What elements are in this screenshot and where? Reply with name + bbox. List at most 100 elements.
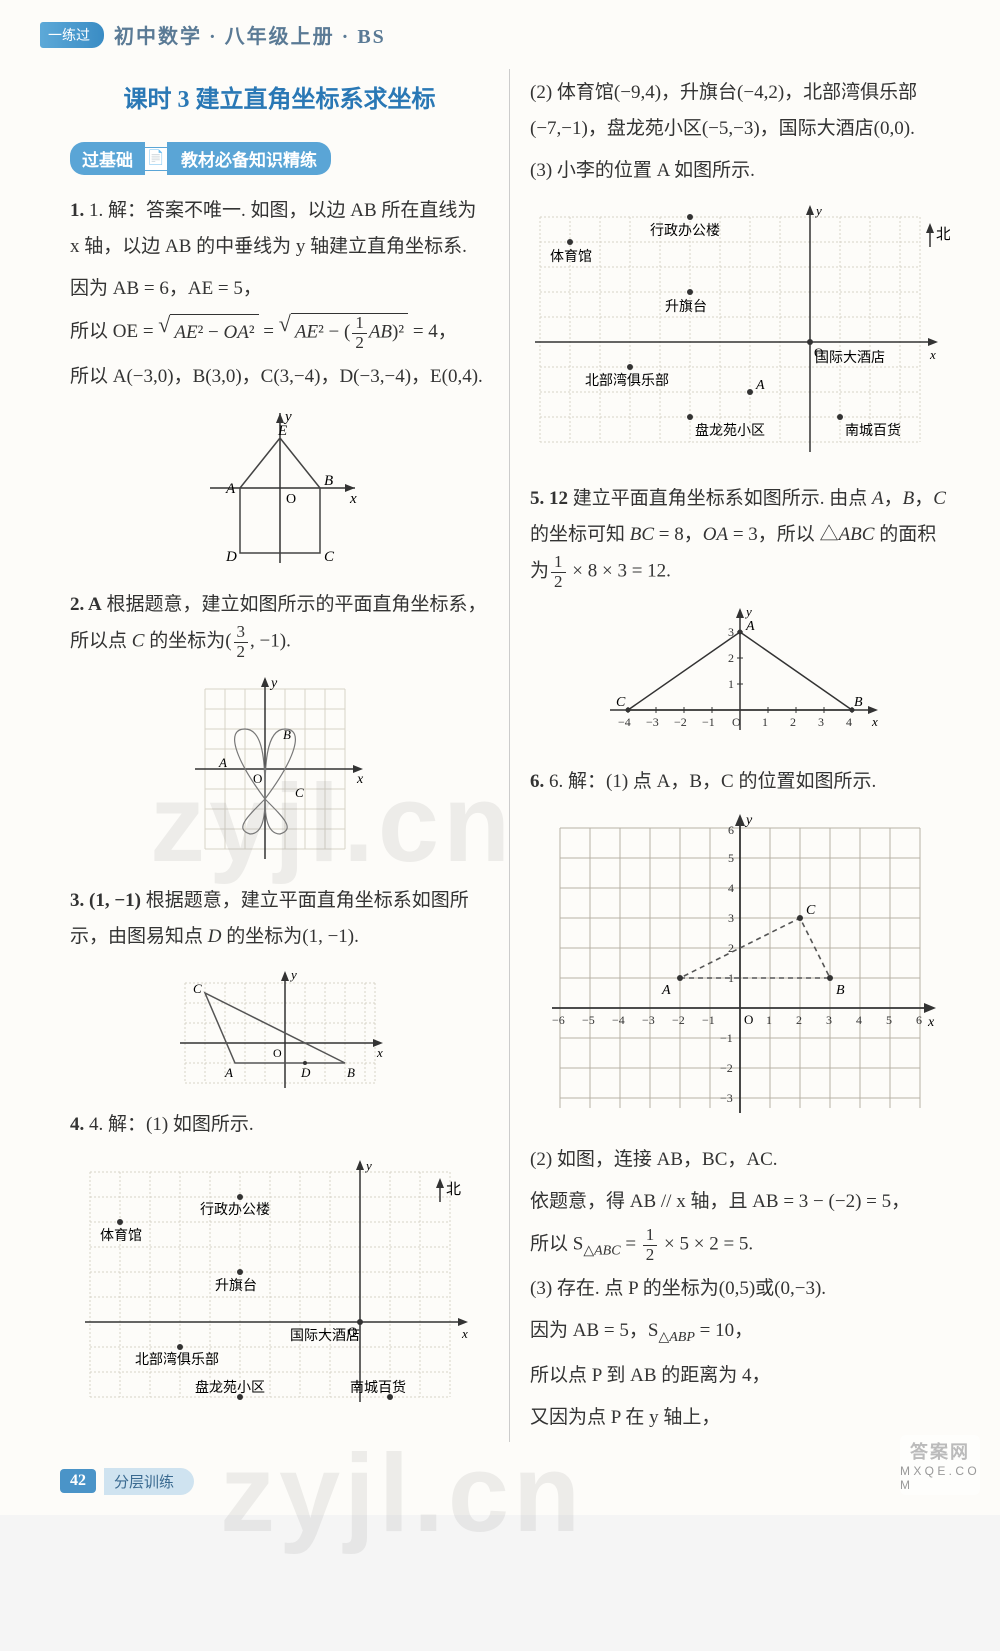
figure-4: O y x 北 体育馆 行政办公楼 升旗台 北部湾俱乐部 国际大酒店 盘龙苑小区… (70, 1152, 489, 1412)
svg-text:y: y (814, 203, 822, 218)
svg-text:O: O (732, 715, 741, 729)
q4-body: 4. 解：(1) 如图所示. (89, 1114, 254, 1135)
q1-text-a: 1. 1. 解：答案不唯一. 如图，以边 AB 所在直线为 x 轴，以边 AB … (70, 193, 489, 265)
r6b2: = 10， (695, 1320, 753, 1341)
svg-text:−2: −2 (672, 1013, 685, 1027)
svg-text:B: B (836, 983, 845, 998)
svg-text:y: y (744, 813, 753, 828)
svg-text:4: 4 (846, 715, 852, 729)
svg-text:北: 北 (936, 226, 950, 243)
sqrt-2: √AE² − (12AB)² (279, 313, 408, 352)
r-p5c: 所以 S△ABC = 12 × 5 × 2 = 5. (530, 1226, 950, 1265)
svg-text:1: 1 (766, 1013, 772, 1027)
page-number: 42 (60, 1469, 96, 1493)
svg-text:5: 5 (886, 1013, 892, 1027)
svg-text:C: C (193, 981, 202, 996)
svg-text:−1: −1 (720, 1031, 733, 1045)
svg-text:北部湾俱乐部: 北部湾俱乐部 (135, 1351, 219, 1368)
lesson-title: 课时 3 建立直角坐标系求坐标 (70, 79, 489, 114)
svg-text:国际大酒店: 国际大酒店 (815, 350, 885, 366)
svg-text:A: A (224, 1065, 233, 1080)
svg-text:y: y (744, 604, 752, 619)
svg-text:A: A (661, 983, 671, 998)
svg-text:x: x (927, 1015, 935, 1030)
q2-text: 2. A 2. A 根据题意，建立如图所示的平面直角坐标系，所以点 C 的坐标为… (70, 587, 489, 661)
q4-text: 4. 4. 解：(1) 如图所示. (70, 1107, 489, 1143)
svg-text:y: y (289, 967, 297, 982)
svg-text:−3: −3 (720, 1091, 733, 1105)
svg-text:5: 5 (728, 851, 734, 865)
svg-text:D: D (300, 1065, 311, 1080)
svg-text:x: x (871, 714, 878, 729)
corner-line2: M X Q E . C O M (900, 1464, 980, 1492)
svg-text:南城百货: 南城百货 (845, 422, 901, 439)
svg-text:2: 2 (796, 1013, 802, 1027)
svg-text:4: 4 (856, 1013, 862, 1027)
r-p6a: (3) 存在. 点 P 的坐标为(0,5)或(0,−3). (530, 1271, 950, 1307)
svg-text:体育馆: 体育馆 (550, 249, 592, 265)
q2-tail: , −1). (250, 630, 291, 651)
page-header: 一练过 初中数学 · 八年级上册 · BS (0, 0, 1000, 59)
r-p4: 6. 6. 解：(1) 点 A，B，C 的位置如图所示. (530, 764, 950, 800)
svg-text:升旗台: 升旗台 (665, 299, 707, 315)
r4body: 6. 解：(1) 点 A，B，C 的位置如图所示. (549, 771, 876, 792)
corner-line1: 答案网 (910, 1438, 970, 1464)
figure-r1: O y x 北 体育馆 行政办公楼 升旗台 北部湾俱乐部 国际大酒店 盘龙苑小区… (530, 197, 950, 467)
r-p6d: 又因为点 P 在 y 轴上， (530, 1400, 950, 1436)
svg-text:y: y (269, 676, 278, 691)
svg-text:盘龙苑小区: 盘龙苑小区 (195, 1379, 265, 1396)
r-p2: (3) 小李的位置 A 如图所示. (530, 153, 950, 189)
r5c-pre: 所以 S (530, 1234, 583, 1255)
svg-text:B: B (347, 1065, 355, 1080)
q1-text-d: 所以 A(−3,0)，B(3,0)，C(3,−4)，D(−3,−4)，E(0,4… (70, 359, 489, 395)
svg-text:3: 3 (826, 1013, 832, 1027)
figure-1: y x O E A B C D (70, 403, 489, 573)
r-p6c: 所以点 P 到 AB 的距离为 4， (530, 1358, 950, 1394)
svg-text:−1: −1 (702, 1013, 715, 1027)
r-p5b: 依题意，得 AB // x 轴，且 AB = 3 − (−2) = 5， (530, 1184, 950, 1220)
figure-2: y x O A B C (70, 669, 489, 869)
svg-text:北部湾俱乐部: 北部湾俱乐部 (585, 372, 669, 389)
svg-text:6: 6 (728, 823, 734, 837)
svg-text:2: 2 (728, 651, 734, 665)
r-p6b: 因为 AB = 5，S△ABP = 10， (530, 1313, 950, 1351)
series-badge: 一练过 (40, 22, 104, 48)
svg-text:C: C (806, 903, 816, 918)
q3-text: 3. (1, −1) 根据题意，建立平面直角坐标系如图所示，由图易知点 D 的坐… (70, 883, 489, 955)
svg-text:A: A (218, 755, 227, 770)
figure-r2: y x −4−3−2−1 O 1234 123 (530, 600, 950, 750)
svg-text:x: x (349, 491, 357, 507)
svg-text:−1: −1 (702, 715, 715, 729)
svg-text:−3: −3 (646, 715, 659, 729)
svg-text:D: D (225, 549, 237, 565)
q1c-post: = 4， (413, 321, 457, 342)
svg-text:B: B (854, 695, 863, 710)
svg-text:国际大酒店: 国际大酒店 (290, 1328, 360, 1344)
r-p5a: (2) 如图，连接 AB，BC，AC. (530, 1142, 950, 1178)
svg-text:盘龙苑小区: 盘龙苑小区 (695, 422, 765, 439)
svg-text:3: 3 (728, 911, 734, 925)
left-column: 课时 3 建立直角坐标系求坐标 过基础 📄 教材必备知识精练 1. 1. 解：答… (60, 69, 510, 1442)
svg-text:E: E (277, 423, 287, 439)
svg-text:−2: −2 (674, 715, 687, 729)
svg-text:A: A (225, 481, 236, 497)
figure-r3: y x O −6−5−4 −3−2−1 123 456 123 456 −1−2… (530, 808, 950, 1128)
r5c-post: × 5 × 2 = 5. (659, 1234, 753, 1255)
svg-text:−4: −4 (612, 1013, 625, 1027)
r3b: × 8 × 3 = 12. (568, 561, 671, 582)
svg-text:−6: −6 (552, 1013, 565, 1027)
svg-text:南城百货: 南城百货 (350, 1379, 406, 1396)
svg-text:行政办公楼: 行政办公楼 (650, 223, 720, 239)
svg-text:O: O (286, 492, 296, 507)
svg-text:A: A (755, 378, 765, 393)
svg-text:1: 1 (762, 715, 768, 729)
svg-text:x: x (356, 772, 364, 787)
svg-text:体育馆: 体育馆 (100, 1228, 142, 1244)
book-title: 初中数学 · 八年级上册 · BS (114, 20, 386, 49)
svg-text:O: O (744, 1012, 753, 1027)
svg-text:A: A (745, 619, 755, 634)
q1-text-c: 所以 OE = √AE² − OA² = √AE² − (12AB)² = 4， (70, 313, 489, 352)
svg-text:C: C (295, 785, 304, 800)
svg-text:O: O (273, 1046, 282, 1060)
svg-text:y: y (364, 1158, 372, 1173)
